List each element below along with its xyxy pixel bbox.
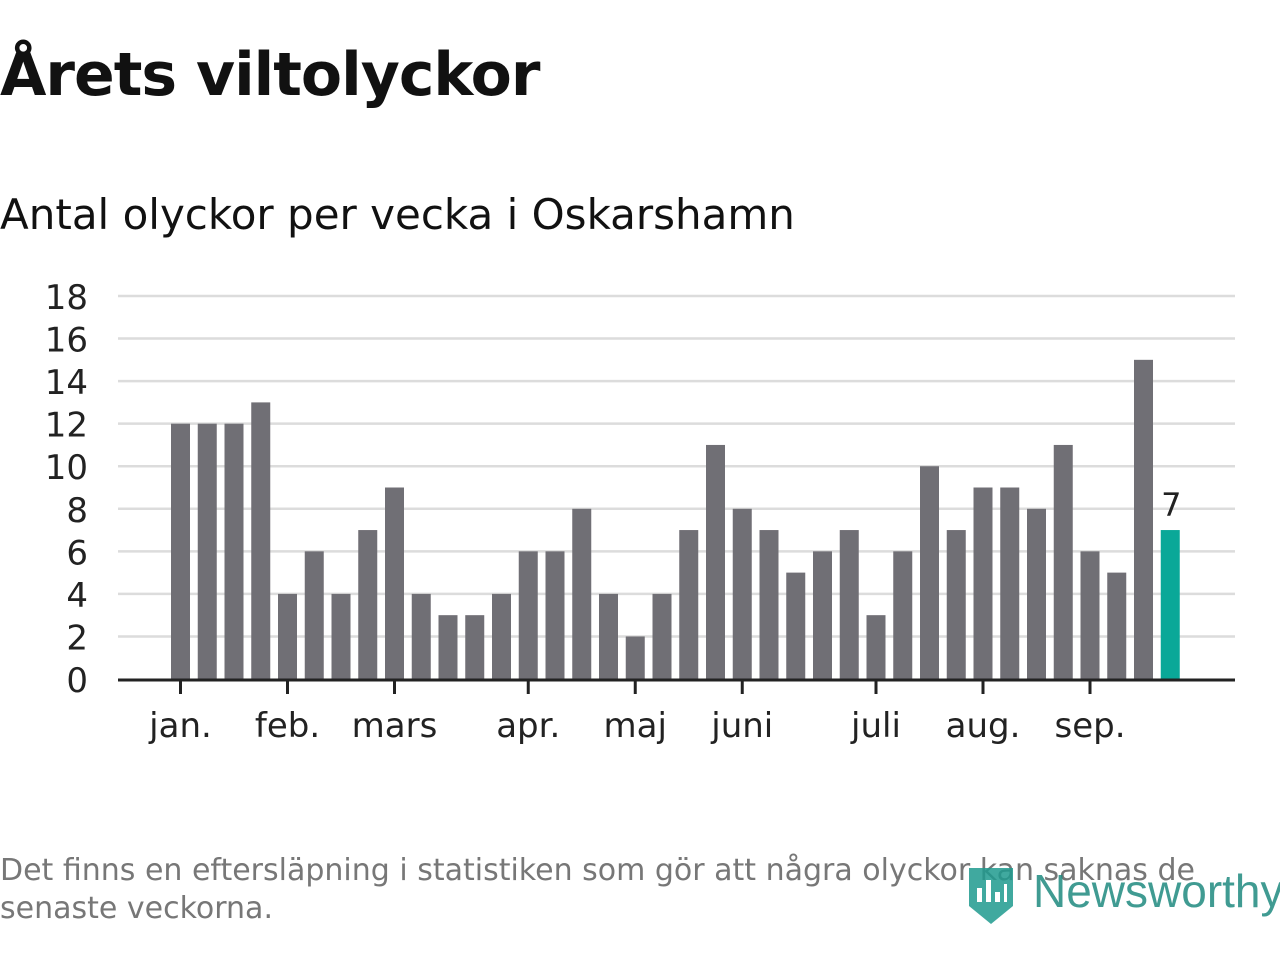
x-axis-ticks: jan. feb. mars apr. maj juni juli aug. sep. — [148, 680, 1126, 746]
x-tick-label: feb. — [255, 706, 320, 746]
bar — [465, 615, 485, 679]
bar — [331, 593, 351, 679]
bars — [171, 359, 1180, 679]
bar — [358, 530, 378, 679]
chart-title: Årets viltolyckor — [0, 40, 540, 110]
y-tick-label: 10 — [45, 448, 88, 488]
bar — [1027, 508, 1046, 679]
bar — [438, 615, 458, 679]
bar — [973, 487, 993, 679]
x-tick-label: jan. — [148, 706, 212, 746]
bar — [411, 593, 431, 679]
bar — [893, 551, 913, 679]
bar — [679, 530, 699, 679]
y-tick-label: 6 — [66, 533, 88, 573]
newsworthy-logo-icon — [969, 868, 1013, 924]
bar — [839, 530, 859, 679]
highlight-value-label: 7 — [1161, 486, 1181, 524]
bar — [518, 551, 538, 679]
bar — [759, 530, 779, 679]
y-tick-label: 2 — [66, 618, 88, 658]
bar — [786, 572, 806, 679]
y-tick-label: 12 — [45, 406, 88, 446]
x-tick-label: aug. — [946, 706, 1021, 746]
bar — [1053, 444, 1073, 679]
bar — [706, 444, 725, 679]
bar — [920, 466, 939, 679]
x-tick-label: juli — [850, 706, 901, 746]
x-tick-label: maj — [604, 706, 667, 746]
bar — [946, 530, 966, 679]
y-tick-label: 18 — [45, 278, 88, 318]
bar — [385, 487, 404, 679]
bar — [1080, 551, 1100, 679]
bar — [251, 402, 271, 679]
newsworthy-logo-text: Newsworthy — [1033, 865, 1280, 917]
bar — [224, 423, 244, 679]
bar — [813, 551, 832, 679]
bar — [1134, 359, 1153, 679]
x-tick-label: juni — [710, 706, 773, 746]
data-labels: 7 — [1161, 486, 1181, 524]
y-tick-label: 8 — [66, 491, 88, 531]
y-tick-label: 0 — [66, 661, 88, 701]
bar — [1107, 572, 1127, 679]
bar — [171, 423, 190, 679]
bar — [1000, 487, 1020, 679]
bar — [304, 551, 324, 679]
bar — [545, 551, 565, 679]
grid-lines — [118, 294, 1235, 638]
bar — [572, 508, 592, 679]
x-tick-label: mars — [352, 706, 438, 746]
x-tick-label: apr. — [496, 706, 560, 746]
bar — [599, 593, 618, 679]
bar — [197, 423, 217, 679]
bar — [652, 593, 672, 679]
bar — [732, 508, 752, 679]
chart-subtitle: Antal olyckor per vecka i Oskarshamn — [0, 190, 795, 239]
newsworthy-logo: Newsworthy — [965, 862, 1280, 928]
y-tick-label: 4 — [66, 576, 88, 616]
bar — [492, 593, 511, 679]
bar — [278, 593, 297, 679]
bar — [625, 636, 645, 679]
bar-highlight — [1160, 530, 1180, 679]
bar — [866, 615, 886, 679]
y-tick-label: 14 — [45, 363, 88, 403]
y-tick-label: 16 — [45, 321, 88, 361]
x-tick-label: sep. — [1054, 706, 1125, 746]
